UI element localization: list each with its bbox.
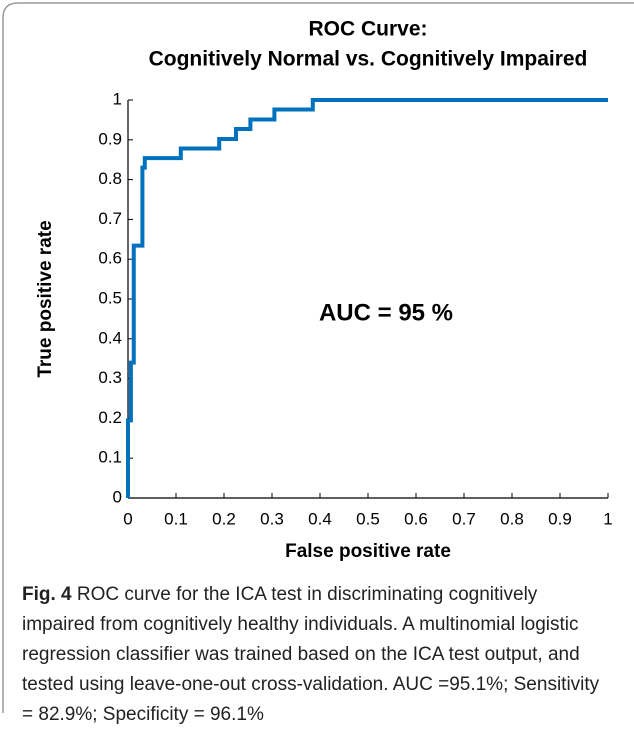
caption-label: Fig. 4 [22, 584, 72, 605]
chart-title: ROC Curve: [308, 18, 427, 41]
y-tick-label: 0.2 [98, 408, 122, 427]
roc-curve [126, 98, 608, 498]
y-tick-label: 0.7 [98, 209, 122, 228]
x-tick-label: 0.5 [356, 509, 380, 528]
y-tick-label: 0 [113, 487, 122, 506]
x-axis-label: False positive rate [285, 541, 451, 562]
x-tick-label: 0.8 [500, 509, 524, 528]
figure-border [2, 2, 634, 713]
y-tick-label: 0.8 [98, 169, 122, 188]
chart-subtitle: Cognitively Normal vs. Cognitively Impai… [149, 48, 588, 71]
x-tick-label: 0.3 [260, 509, 284, 528]
y-tick-label: 0.5 [98, 288, 122, 307]
y-tick-label: 0.9 [98, 129, 122, 148]
caption: Fig. 4 ROC curve for the ICA test in dis… [22, 580, 612, 730]
x-tick-label: 0 [123, 509, 132, 528]
y-axis-label: True positive rate [35, 220, 56, 377]
y-tick-label: 0.3 [98, 368, 122, 387]
y-tick-label: 1 [113, 89, 122, 108]
y-tick-label: 0.4 [98, 328, 122, 347]
x-tick-label: 0.4 [308, 509, 332, 528]
y-tick-label: 0.1 [98, 448, 122, 467]
caption-text: ROC curve for the ICA test in discrimina… [22, 584, 600, 725]
y-tick-label: 0.6 [98, 249, 122, 268]
annotation: AUC = 95 % [319, 299, 453, 326]
x-tick-label: 0.7 [452, 509, 476, 528]
x-tick-label: 0.1 [164, 509, 188, 528]
chart: ROC Curve: Cognitively Normal vs. Cognit… [2, 2, 634, 713]
x-tick-label: 0.9 [548, 509, 572, 528]
x-tick-label: 0.2 [212, 509, 236, 528]
x-tick-label: 0.6 [404, 509, 428, 528]
x-tick-label: 1 [603, 509, 612, 528]
